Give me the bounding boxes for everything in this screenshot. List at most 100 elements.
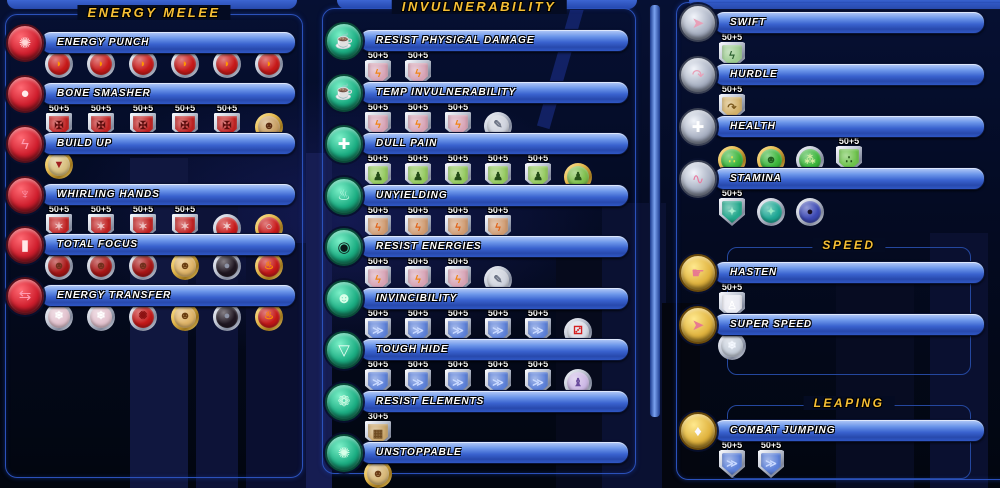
enhancement-slot[interactable]: ☻	[87, 252, 115, 280]
slot-cell: 50+5 ϟ	[363, 50, 393, 88]
bone-smasher-icon[interactable]: ●	[6, 74, 44, 113]
enhancement-icon: ♟	[368, 166, 388, 188]
enhancement-glyph: ✺	[138, 310, 148, 322]
power-bar-invincibility[interactable]: INVINCIBILITY	[359, 286, 629, 310]
health-icon[interactable]: ✚	[679, 108, 717, 146]
slot-cell: ☻	[170, 302, 200, 331]
power-bar-combat-jumping[interactable]: COMBAT JUMPING	[713, 419, 985, 442]
enhancement-slot[interactable]: ▼	[45, 151, 73, 179]
enhancement-glyph: ≫	[532, 325, 544, 337]
swift-icon[interactable]: ➤	[679, 4, 717, 42]
enhancement-level-label: 50+5	[407, 256, 429, 266]
power-bar-total-focus[interactable]: TOTAL FOCUS	[40, 233, 296, 256]
enhancement-slot[interactable]: ●	[213, 252, 241, 280]
enhancement-slot[interactable]: ◗	[129, 50, 157, 78]
power-bar-energy-transfer[interactable]: ENERGY TRANSFER	[40, 283, 296, 307]
invincibility-icon[interactable]: ☻	[325, 279, 363, 318]
tough-hide-icon[interactable]: ▽	[325, 331, 363, 369]
whirling-hands-icon[interactable]: ♆	[6, 175, 44, 214]
build-up-icon[interactable]: ϟ	[6, 125, 44, 163]
enhancement-icon: ϟ	[408, 114, 428, 137]
power-bar-unstoppable[interactable]: UNSTOPPABLE	[359, 441, 629, 464]
enhancement-slot[interactable]: ●	[796, 198, 824, 226]
unstoppable-icon[interactable]: ✺	[325, 434, 363, 472]
power-bar-unyielding[interactable]: UNYIELDING	[359, 183, 629, 207]
super-speed-icon[interactable]: ➤	[679, 306, 717, 344]
enhancement-slot[interactable]: ☻	[129, 252, 157, 280]
enhancement-slot[interactable]: ✦	[757, 198, 785, 226]
power-bar-build-up[interactable]: BUILD UP	[40, 132, 296, 155]
enhancement-glyph: ϟ	[455, 273, 461, 286]
power-bar-resist-physical-damage[interactable]: RESIST PHYSICAL DAMAGE	[359, 29, 629, 52]
power-bar-hasten[interactable]: HASTEN	[713, 261, 985, 284]
power-icon-glyph: ✚	[691, 118, 705, 136]
power-bar-hurdle[interactable]: HURDLE	[713, 63, 985, 86]
temp-invulnerability-icon[interactable]: ☕	[325, 73, 363, 112]
slot-cell: 50+5 ϟ	[363, 256, 393, 294]
enhancement-slot[interactable]: ≫	[719, 450, 745, 478]
dull-pain-icon[interactable]: ✚	[325, 125, 363, 163]
hasten-icon[interactable]: ☛	[679, 254, 717, 292]
power-bar-temp-invulnerability[interactable]: TEMP INVULNERABILITY	[359, 80, 629, 104]
enhancement-glyph: ❄	[96, 310, 106, 322]
enhancement-icon: ♟	[528, 166, 548, 188]
power-bar-bone-smasher[interactable]: BONE SMASHER	[40, 81, 296, 105]
energy-transfer-icon[interactable]: ⇆	[6, 276, 44, 315]
enhancement-slot[interactable]: ◗	[171, 50, 199, 78]
enhancement-slot[interactable]: ☻	[364, 460, 392, 488]
power-name: INVINCIBILITY	[376, 292, 458, 304]
power-bar-tough-hide[interactable]: TOUGH HIDE	[359, 338, 629, 361]
enhancement-slot[interactable]: ❄	[718, 332, 746, 360]
enhancement-glyph: ⁂	[804, 153, 816, 166]
total-focus-icon[interactable]: ▮	[6, 226, 44, 264]
power-bar-dull-pain[interactable]: DULL PAIN	[359, 132, 629, 155]
enhancement-icon: ▼	[48, 154, 70, 176]
enhancement-slot[interactable]: ▦	[365, 420, 391, 449]
enhancement-slot[interactable]: ◗	[45, 50, 73, 78]
enhancement-slot[interactable]: ◗	[87, 50, 115, 78]
power-row-invincibility: ☻ INVINCIBILITY 50+5 ≫ 50+5 ≫ 50+5 ≫ 50+5 ≫ 50+5 ≫ …	[325, 279, 629, 346]
power-bar-swift[interactable]: SWIFT	[713, 11, 985, 34]
enhancement-slot[interactable]: ✺	[129, 302, 157, 331]
combat-jumping-icon[interactable]: ♦	[679, 412, 717, 450]
enhancement-icon: ◗	[90, 53, 112, 75]
vertical-scrollbar[interactable]	[649, 4, 661, 418]
power-bar-super-speed[interactable]: SUPER SPEED	[713, 313, 985, 336]
enhancement-slot[interactable]: ϟ	[365, 214, 391, 243]
enhancement-slot[interactable]: ≫	[758, 450, 784, 478]
power-bar-whirling-hands[interactable]: WHIRLING HANDS	[40, 182, 296, 206]
enhancement-slot[interactable]: ♟	[485, 163, 511, 191]
enhancement-level-label: 50+5	[527, 153, 549, 163]
enhancement-slot[interactable]: ❄	[87, 302, 115, 331]
hurdle-icon[interactable]: ↷	[679, 56, 717, 94]
enhancement-slot[interactable]: ϟ	[405, 266, 431, 294]
power-bar-energy-punch[interactable]: ENERGY PUNCH	[40, 31, 296, 54]
enhancement-slot[interactable]: ✦	[719, 198, 745, 226]
energy-punch-icon[interactable]: ✺	[6, 24, 44, 62]
stamina-icon[interactable]: ∿	[679, 160, 717, 198]
resist-elements-icon[interactable]: ❁	[325, 382, 363, 421]
enhancement-slot[interactable]: ●	[213, 302, 241, 331]
power-name: RESIST ELEMENTS	[376, 395, 485, 407]
enhancement-slot[interactable]: ♨	[255, 302, 283, 331]
enhancement-icon: ♝	[567, 372, 589, 394]
power-bar-stamina[interactable]: STAMINA	[713, 167, 985, 190]
unyielding-icon[interactable]: ♨	[325, 176, 363, 215]
enhancement-slot[interactable]: ☻	[45, 252, 73, 280]
power-bar-health[interactable]: HEALTH	[713, 115, 985, 138]
resist-physical-damage-icon[interactable]: ☕	[325, 22, 363, 60]
enhancement-slot[interactable]: ☻	[171, 252, 199, 280]
cutoff-power-bar[interactable]	[688, 0, 1000, 10]
slot-cell: ▼	[44, 151, 74, 179]
power-bar-resist-energies[interactable]: RESIST ENERGIES	[359, 235, 629, 258]
enhancement-level-label: 50+5	[838, 136, 860, 146]
enhancement-level-label: 50+5	[132, 102, 154, 113]
enhancement-slot[interactable]: ◗	[255, 50, 283, 78]
enhancement-slot[interactable]: ♨	[255, 252, 283, 280]
enhancement-slot[interactable]: ◗	[213, 50, 241, 78]
enhancement-slot[interactable]: ☻	[171, 302, 199, 331]
enhancement-slot[interactable]: ❄	[45, 302, 73, 331]
enhancement-slot[interactable]: ϟ	[365, 60, 391, 88]
resist-energies-icon[interactable]: ◉	[325, 228, 363, 266]
power-bar-resist-elements[interactable]: RESIST ELEMENTS	[359, 389, 629, 413]
